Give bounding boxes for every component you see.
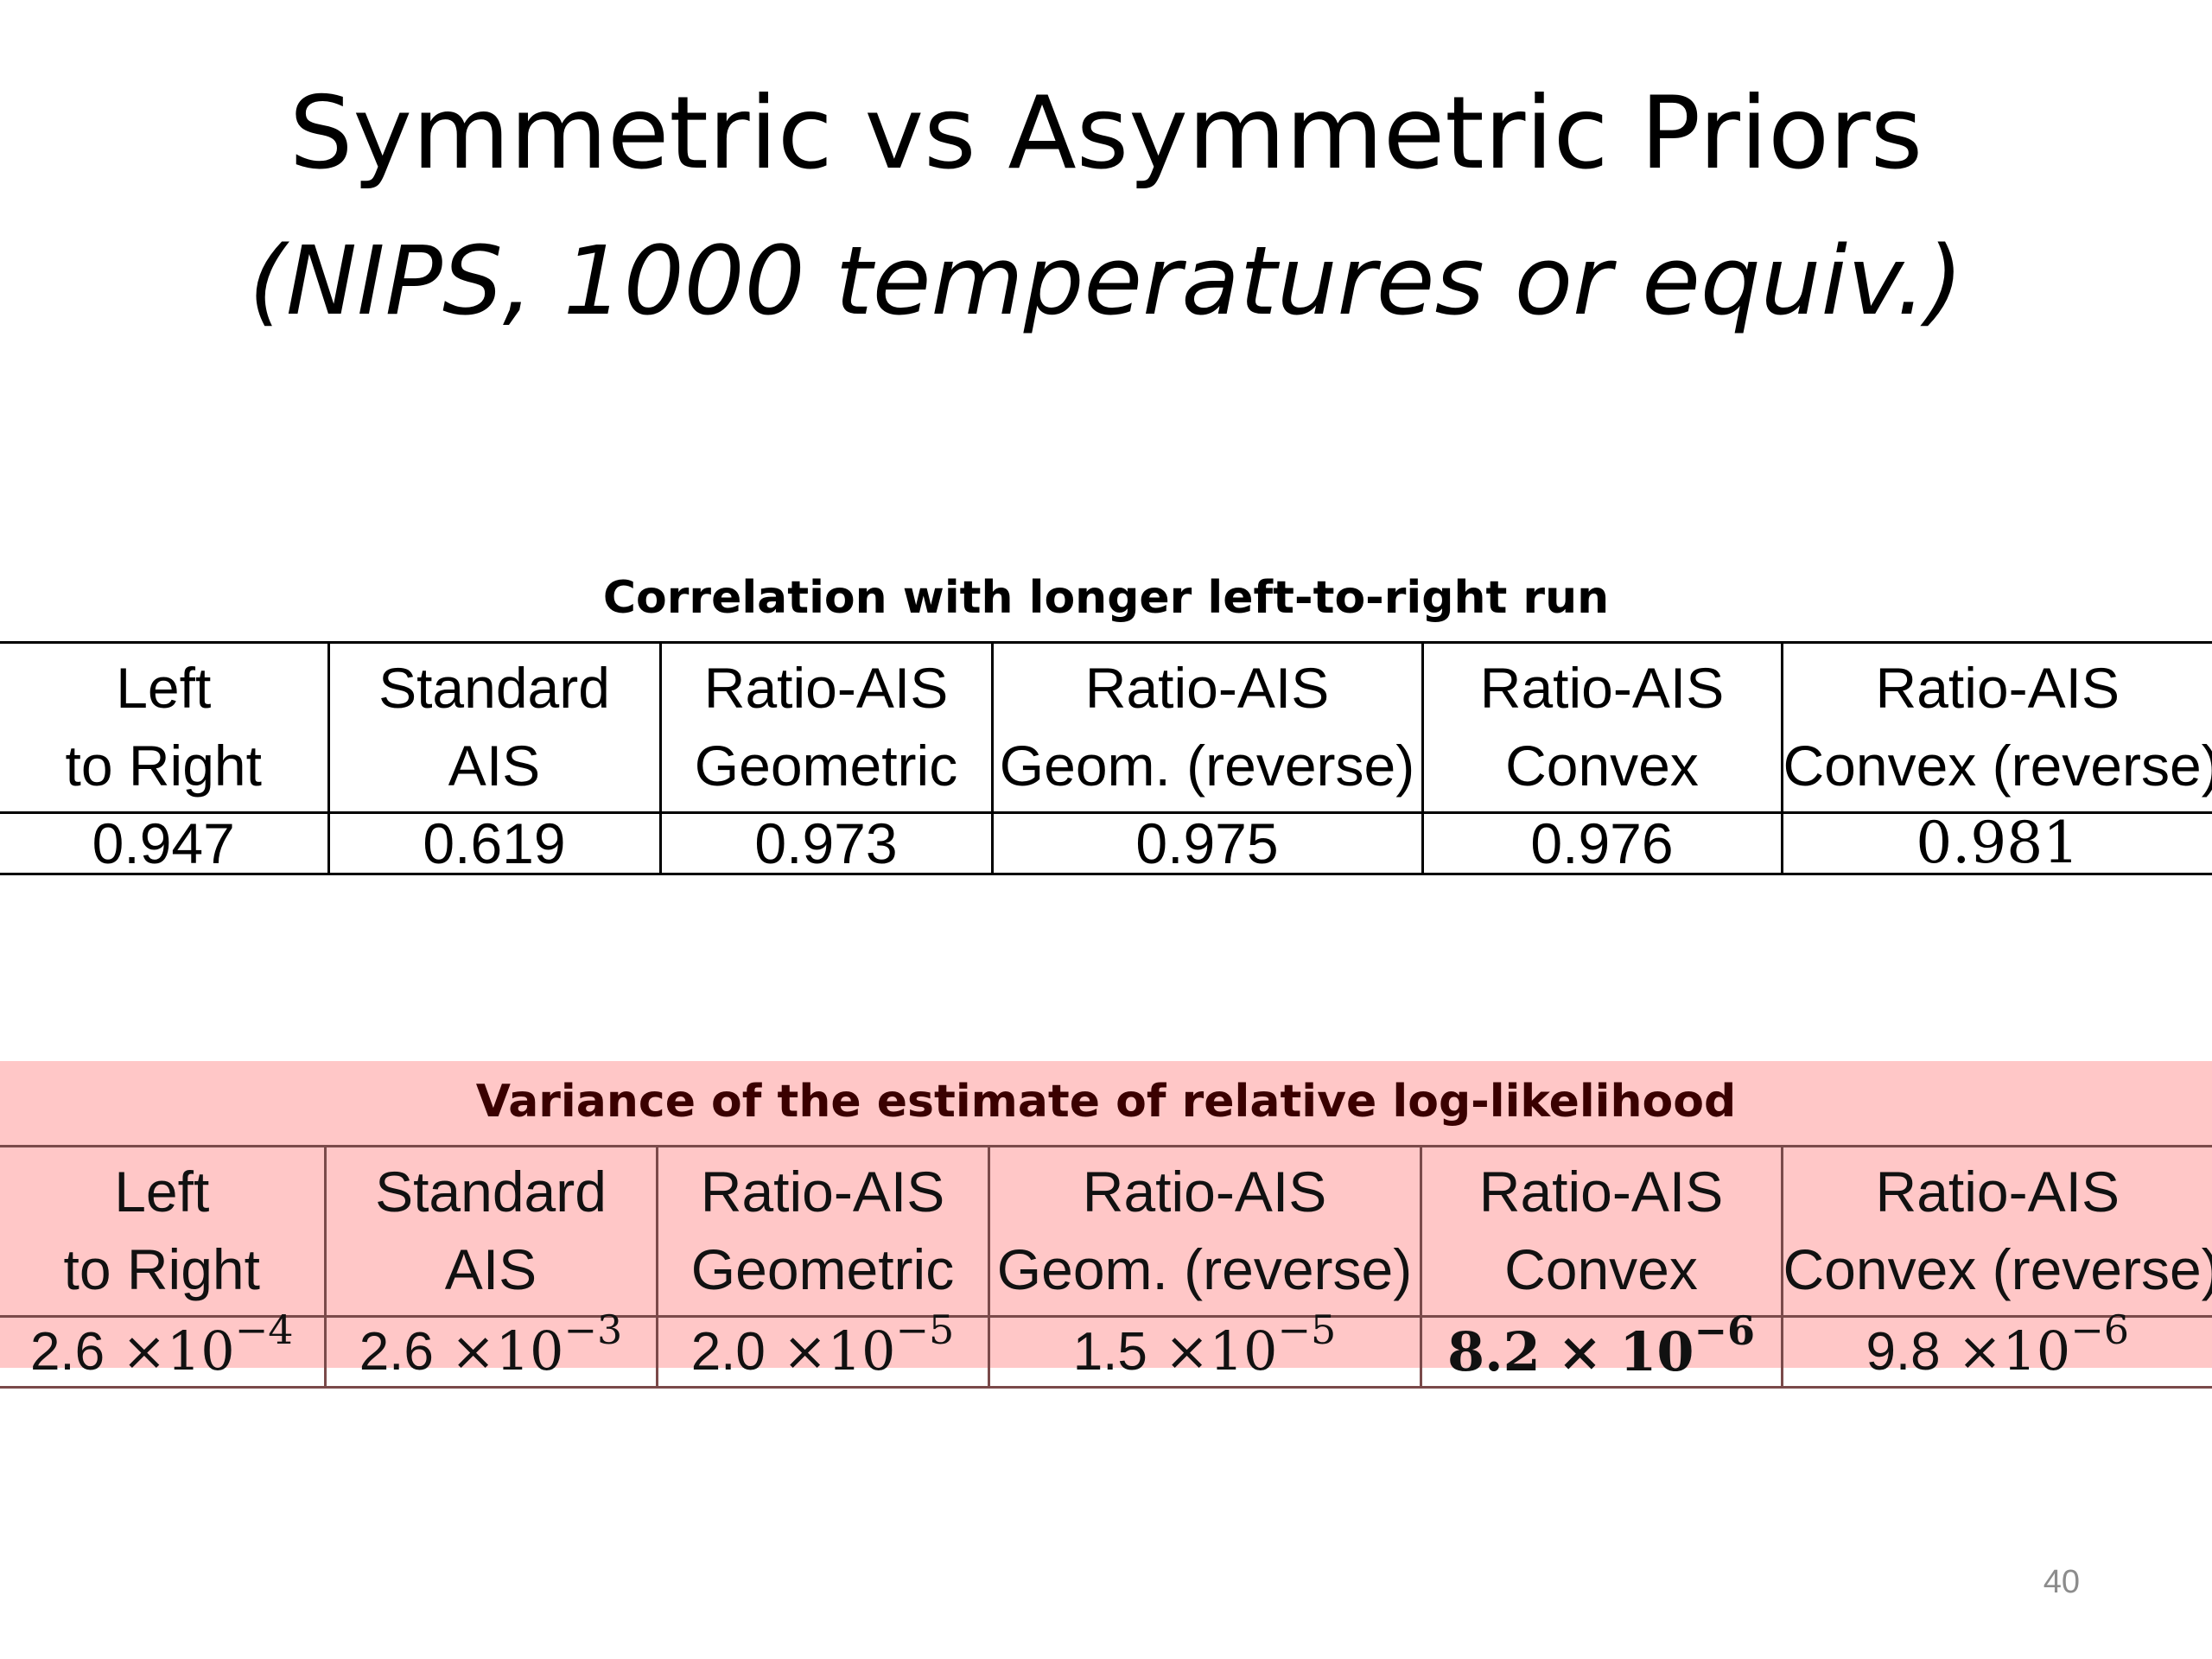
slide-subtitle: (NIPS, 1000 temperatures or equiv.)	[248, 226, 1964, 336]
slide-title: Symmetric vs Asymmetric Priors	[289, 75, 1923, 192]
page-number: 40	[2043, 1564, 2080, 1600]
correlation-value-row: 0.947 0.619 0.973 0.975 0.976 0.981	[0, 811, 2212, 875]
column-header: Left to Right	[63, 1160, 260, 1301]
correlation-value: 0.975	[990, 812, 1422, 874]
variance-table-caption: Variance of the estimate of relative log…	[475, 1076, 1737, 1128]
correlation-value-best: 0.981	[1780, 812, 2212, 874]
variance-value: 2.6 ×10−4	[29, 1306, 294, 1382]
correlation-value: 0.976	[1421, 812, 1782, 874]
column-header: Ratio-AIS Geom. (reverse)	[987, 1146, 1421, 1317]
column-header: Ratio-AIS Geometric	[658, 642, 992, 813]
column-header: Ratio-AIS Convex (reverse)	[1780, 642, 2212, 813]
correlation-value: 0.619	[327, 812, 660, 874]
correlation-value: 0.947	[92, 811, 235, 875]
column-header: Standard AIS	[327, 642, 660, 813]
variance-table: Left to Right Standard AIS Ratio-AIS Geomet…	[0, 1145, 2212, 1389]
column-header: Ratio-AIS Convex	[1419, 1146, 1782, 1317]
column-header: Ratio-AIS Geometric	[655, 1146, 988, 1317]
column-header: Left to Right	[65, 656, 262, 798]
column-header: Ratio-AIS Convex	[1421, 642, 1782, 813]
variance-value: 9.8 ×10−6	[1780, 1310, 2212, 1388]
variance-value: 1.5 ×10−5	[987, 1310, 1421, 1388]
variance-value: 2.0 ×10−5	[655, 1310, 988, 1388]
column-header: Ratio-AIS Convex (reverse)	[1780, 1146, 2212, 1317]
column-header: Ratio-AIS Geom. (reverse)	[990, 642, 1422, 813]
correlation-table-caption: Correlation with longer left-to-right ru…	[602, 572, 1610, 624]
correlation-table: Left to Right Standard AIS Ratio-AIS Geomet…	[0, 641, 2212, 875]
correlation-header-row: Left to Right Standard AIS Ratio-AIS Geomet…	[0, 642, 2212, 813]
variance-value-best: 8.2 × 10−6	[1419, 1311, 1782, 1388]
variance-value-row: 2.6 ×10−4 2.6 ×10−3 2.0 ×10−5 1.5 ×10−5 …	[0, 1306, 2212, 1388]
column-header: Standard AIS	[323, 1146, 657, 1317]
variance-header-row: Left to Right Standard AIS Ratio-AIS Geomet…	[0, 1146, 2212, 1317]
variance-value: 2.6 ×10−3	[323, 1310, 657, 1388]
correlation-value: 0.973	[658, 812, 992, 874]
